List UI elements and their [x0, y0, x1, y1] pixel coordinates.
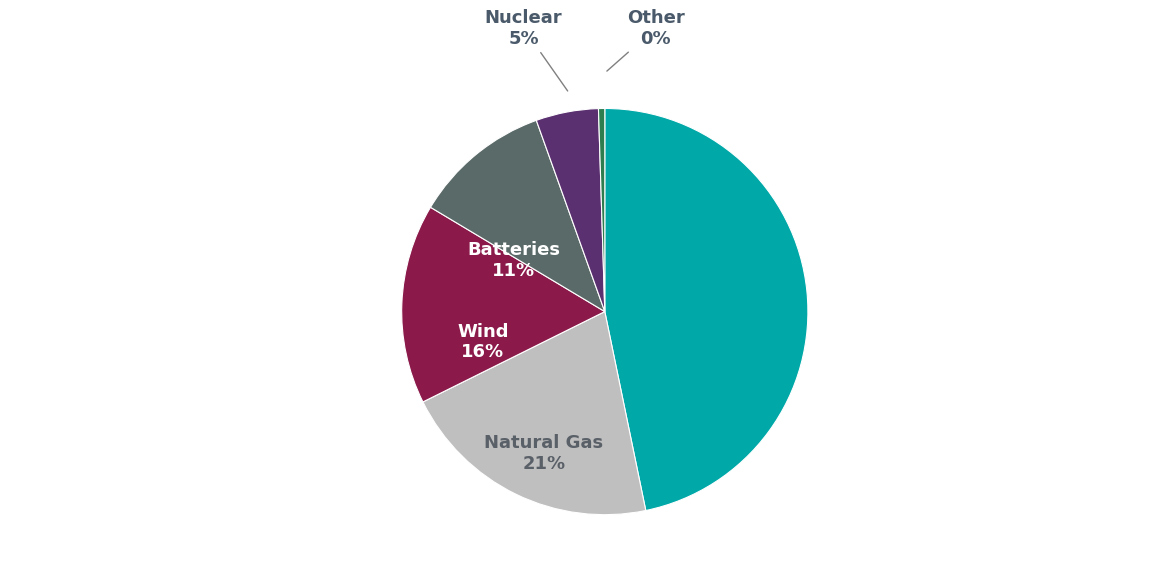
- Text: Nuclear
5%: Nuclear 5%: [485, 9, 568, 91]
- Text: Other
0%: Other 0%: [607, 9, 684, 71]
- Text: Batteries
11%: Batteries 11%: [467, 241, 560, 280]
- Wedge shape: [423, 312, 646, 515]
- Wedge shape: [402, 207, 605, 402]
- Text: Natural Gas
21%: Natural Gas 21%: [484, 434, 604, 473]
- Wedge shape: [598, 108, 605, 312]
- Wedge shape: [537, 108, 605, 312]
- Text: Solar
47%: Solar 47%: [471, 544, 536, 577]
- Text: Wind
16%: Wind 16%: [457, 323, 509, 361]
- Wedge shape: [431, 121, 605, 312]
- Wedge shape: [605, 108, 808, 511]
